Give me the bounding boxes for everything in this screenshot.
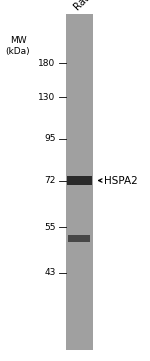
Text: HSPA2: HSPA2 (104, 175, 138, 186)
Bar (66, 14, 93, 350)
Text: Rat brain: Rat brain (72, 0, 111, 13)
Text: 180: 180 (38, 59, 56, 68)
Text: 43: 43 (44, 268, 56, 277)
Bar (67, 176, 92, 185)
Text: 95: 95 (44, 135, 56, 143)
Text: 72: 72 (44, 176, 56, 185)
Text: MW
(kDa): MW (kDa) (6, 36, 30, 56)
Bar (68, 235, 90, 242)
Text: 55: 55 (44, 223, 56, 232)
Text: 130: 130 (38, 93, 56, 102)
